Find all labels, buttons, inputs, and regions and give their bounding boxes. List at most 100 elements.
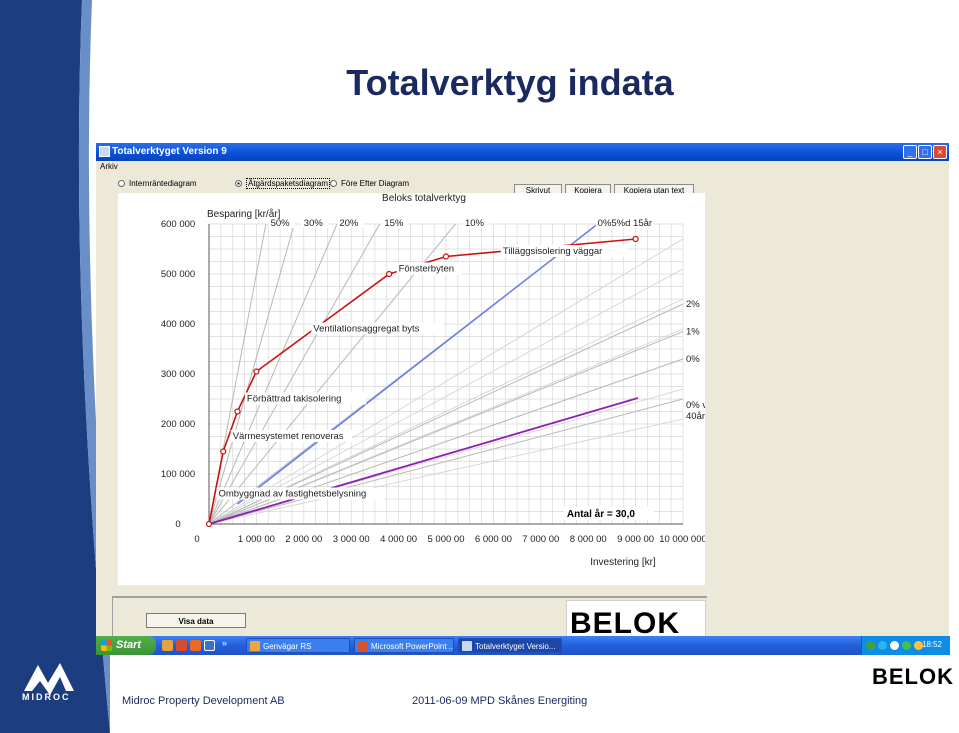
- x-tick-label: 6 000 00: [475, 534, 512, 545]
- midroc-logo-text: MIDROC: [22, 692, 71, 702]
- x-tick-label: 9 000 00: [617, 534, 654, 545]
- maximize-button[interactable]: □: [918, 145, 932, 159]
- rate-line-minor: [208, 298, 684, 525]
- rate-label-top: 30%: [304, 218, 324, 229]
- rate-label-top: 15%: [384, 218, 404, 229]
- rate-label-bg: [268, 216, 295, 228]
- antal-ar-bg: [563, 507, 654, 520]
- purple-rate-line: [208, 397, 639, 525]
- start-button[interactable]: Start: [96, 636, 156, 655]
- measure-point: [253, 368, 260, 375]
- task-totalverktyget[interactable]: Totalverktyget Versio...: [458, 638, 562, 653]
- quicklaunch-overflow[interactable]: »: [222, 638, 228, 648]
- measure-label: Tilläggsisolering väggar: [503, 246, 602, 257]
- radio-dot-icon: [330, 180, 337, 188]
- footer-date-event: 2011-06-09 MPD Skånes Energiting: [412, 695, 588, 707]
- rate-label-top: 10%: [465, 218, 485, 229]
- antal-ar-label: Antal år = 30,0: [567, 508, 636, 520]
- quicklaunch-firefox-icon[interactable]: [190, 640, 201, 651]
- rate-line-right: [208, 303, 684, 525]
- minimize-button[interactable]: _: [903, 145, 917, 159]
- radio-internrantediagram[interactable]: Internräntediagram: [118, 179, 197, 188]
- system-tray: 18:52: [861, 636, 950, 655]
- x-tick-label: 0: [194, 534, 199, 545]
- measure-label-bg: [396, 262, 462, 275]
- x-tick-label: 3 000 00: [333, 534, 370, 545]
- measure-point: [234, 408, 241, 415]
- quicklaunch-browser-icon[interactable]: [176, 640, 187, 651]
- y-tick-label: 600 000: [161, 219, 195, 230]
- savings-investment-chart: 50% 30% 20% 15% 10% 0%5%d 15år 2% 1% 0% 0% vid40å…: [118, 193, 705, 585]
- rate-label-right: 2%: [686, 299, 700, 310]
- rate-label-top: 50%: [271, 218, 291, 229]
- measure-point: [386, 270, 393, 278]
- window-titlebar[interactable]: Totalverktyget Version 9 _ □ ×: [96, 143, 949, 161]
- x-tick-label: 7 000 00: [522, 534, 559, 545]
- measure-point: [442, 253, 450, 260]
- side-band: [0, 0, 110, 733]
- menu-arkiv[interactable]: Arkiv: [100, 162, 118, 171]
- y-axis-label: Besparing [kr/år]: [207, 208, 281, 220]
- app-icon: [99, 146, 110, 157]
- x-tick-label: 8 000 00: [570, 534, 607, 545]
- menubar: Arkiv: [96, 161, 949, 175]
- rate-line-minor: [208, 268, 684, 525]
- radio-dot-icon: [118, 180, 125, 188]
- radio-fore-efter-diagram[interactable]: Före Efter Diagram: [330, 179, 409, 188]
- task-powerpoint[interactable]: Microsoft PowerPoint ...: [354, 638, 454, 653]
- measure-label: Förbättrad takisolering: [247, 394, 342, 405]
- slide-title: Totalverktyg indata: [346, 62, 674, 103]
- rate-label-bg: [301, 216, 328, 228]
- measure-label-bg: [500, 245, 628, 257]
- chart-title: Beloks totalverktyg: [382, 193, 466, 204]
- footer-company: Midroc Property Development AB: [122, 695, 285, 707]
- y-tick-label: 100 000: [161, 469, 195, 480]
- lower-panel: [112, 596, 707, 655]
- measure-point: [205, 520, 213, 528]
- rate-label-right: 1%: [686, 327, 700, 338]
- y-tick-label: 200 000: [161, 419, 195, 430]
- tray-security-icon[interactable]: [878, 641, 887, 650]
- y-tick-label: 300 000: [161, 369, 195, 380]
- measure-label-bg: [311, 322, 443, 335]
- window-title: Totalverktyget Version 9: [112, 146, 227, 157]
- app-icon: [462, 641, 472, 651]
- y-tick-label: 0: [175, 519, 180, 530]
- x-axis-label: Investering [kr]: [590, 557, 656, 568]
- quicklaunch-desktop-icon[interactable]: [204, 640, 215, 651]
- measure-point: [632, 235, 639, 243]
- measure-label: Värmesystemet renoveras: [233, 431, 344, 442]
- measure-label-bg: [216, 487, 384, 500]
- close-button[interactable]: ×: [933, 145, 947, 159]
- tray-network-icon[interactable]: [866, 641, 875, 650]
- task-genvagar-rs[interactable]: Genvägar RS: [246, 638, 350, 653]
- x-tick-label: 2 000 00: [285, 534, 322, 545]
- show-data-button[interactable]: Visa data: [146, 613, 246, 628]
- tray-info-icon[interactable]: [914, 641, 923, 650]
- radio-dot-selected-icon: [235, 180, 242, 188]
- measure-label-bg: [244, 392, 367, 405]
- belok-logo: BELOK: [872, 664, 954, 689]
- rate-line-top: [208, 223, 295, 525]
- x-tick-label: 4 000 00: [380, 534, 417, 545]
- y-tick-label: 500 000: [161, 269, 195, 280]
- annotation-top-right: 0%5%d 15år: [598, 218, 652, 229]
- tray-volume-icon[interactable]: [890, 641, 899, 650]
- rate-line-top: [208, 223, 381, 525]
- measure-point: [220, 448, 227, 455]
- radio-atgardspaketsdiagram[interactable]: Åtgärdspaketsdiagram: [235, 178, 331, 189]
- tray-update-icon[interactable]: [902, 641, 911, 650]
- midroc-logo-icon: [24, 663, 74, 695]
- rate-label-bg: [382, 216, 409, 228]
- rate-label-bg: [462, 216, 489, 228]
- powerpoint-icon: [358, 641, 368, 651]
- y-tick-label: 400 000: [161, 319, 195, 330]
- clock: 18:52: [921, 640, 942, 649]
- measure-label-bg: [230, 430, 352, 442]
- rate-line-minor: [208, 418, 684, 525]
- measure-label: Ventilationsaggregat byts: [313, 324, 419, 335]
- quicklaunch-folder-icon[interactable]: [162, 640, 173, 651]
- rate-label-bg: [337, 216, 364, 228]
- x-tick-label: 10 000 000: [659, 534, 705, 545]
- rate-label-top: 20%: [339, 218, 359, 229]
